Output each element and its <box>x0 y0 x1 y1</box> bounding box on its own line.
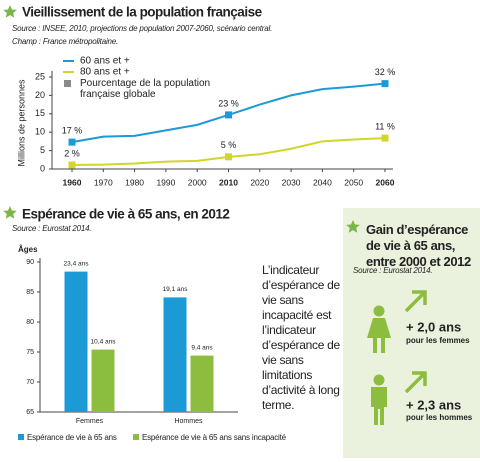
y-tick-label: 5 <box>40 145 45 155</box>
x-tick-label: 2060 <box>376 177 395 187</box>
source: Source : INSEE, 2010, projections de pop… <box>12 24 272 33</box>
gain-value: + 2,0 ans <box>406 319 461 334</box>
x-tick-label: Hommes <box>174 418 203 425</box>
annotation-text: L’indicateur d’espérance de vie sans inc… <box>262 263 340 412</box>
share-label: 2 % <box>64 148 80 158</box>
bar <box>64 271 88 412</box>
legend-swatch <box>133 434 139 440</box>
star-icon <box>3 5 17 18</box>
y-tick-label: 65 <box>26 409 34 416</box>
x-tick-label: Femmes <box>76 418 104 425</box>
panel-title: Gain d’espérance de vie à 65 ans, entre … <box>366 222 471 269</box>
y-tick-label: 10 <box>35 127 45 137</box>
up-arrow <box>404 290 427 313</box>
y-tick-label: 70 <box>26 379 34 386</box>
share-label: 11 % <box>375 121 395 131</box>
star-icon <box>346 220 360 233</box>
point-marker <box>68 138 76 146</box>
share-label: 17 % <box>62 126 83 136</box>
female-icon <box>367 305 391 353</box>
source: Source : Eurostat 2014. <box>12 224 91 233</box>
y-tick-label: 20 <box>35 90 45 100</box>
x-tick-label: 1960 <box>63 177 82 187</box>
x-tick-label: 1980 <box>125 177 144 187</box>
x-tick-label: 2030 <box>282 177 301 187</box>
point-marker <box>68 161 76 169</box>
x-tick-label: 1970 <box>94 177 113 187</box>
legend-label: 60 ans et + <box>80 56 130 67</box>
y-tick-label: 15 <box>35 108 45 118</box>
y-tick-label: 80 <box>26 319 34 326</box>
point-marker <box>381 134 389 142</box>
male-icon <box>371 374 387 425</box>
chart-title: Vieillissement de la population français… <box>22 5 263 20</box>
gain-value: + 2,3 ans <box>406 397 461 412</box>
x-tick-label: 1990 <box>156 177 175 187</box>
y-tick-label: 90 <box>26 259 34 266</box>
y-tick-label: 75 <box>26 349 34 356</box>
bar <box>163 297 187 412</box>
share-label: 5 % <box>221 140 237 150</box>
point-marker <box>225 111 232 119</box>
bar-value-label: 10,4 ans <box>91 338 117 345</box>
x-tick-label: 2010 <box>219 177 238 187</box>
side-panel-bg <box>343 208 480 458</box>
share-label: 23 % <box>218 98 239 108</box>
legend-label: Pourcentage de la population française g… <box>80 78 211 100</box>
y-axis-label: Millions de personnes <box>16 79 26 167</box>
up-arrow <box>404 371 427 394</box>
legend-label: Espérance de vie à 65 ans <box>27 433 117 442</box>
x-tick-label: 2000 <box>188 177 207 187</box>
legend-swatch <box>64 80 71 87</box>
legend-label: 80 ans et + <box>80 67 130 78</box>
legend-swatch <box>18 434 24 440</box>
y-tick-label: 25 <box>35 71 45 81</box>
source: Source : Eurostat 2014. <box>353 266 432 275</box>
point-marker <box>225 153 232 161</box>
star-icon <box>3 206 17 219</box>
bar <box>190 355 214 412</box>
y-tick-label: 0 <box>40 163 45 173</box>
x-tick-label: 2040 <box>313 177 332 187</box>
bar-value-label: 23,4 ans <box>64 260 90 267</box>
gain-group: pour les femmes <box>406 336 470 345</box>
bar-value-label: 9,4 ans <box>191 344 213 351</box>
x-tick-label: 2020 <box>250 177 269 187</box>
bar <box>91 349 115 412</box>
legend-label: Espérance de vie à 65 ans sans incapacit… <box>142 433 287 442</box>
share-label: 32 % <box>375 67 396 77</box>
scope-note: Champ : France métropolitaine. <box>12 37 118 46</box>
x-tick-label: 2050 <box>344 177 363 187</box>
gain-group: pour les hommes <box>406 413 473 422</box>
point-marker <box>381 80 389 88</box>
chart-title: Espérance de vie à 65 ans, en 2012 <box>22 207 229 222</box>
y-tick-label: 85 <box>26 289 34 296</box>
bar-value-label: 19,1 ans <box>163 286 189 293</box>
y-axis-label: Âges <box>18 245 38 254</box>
